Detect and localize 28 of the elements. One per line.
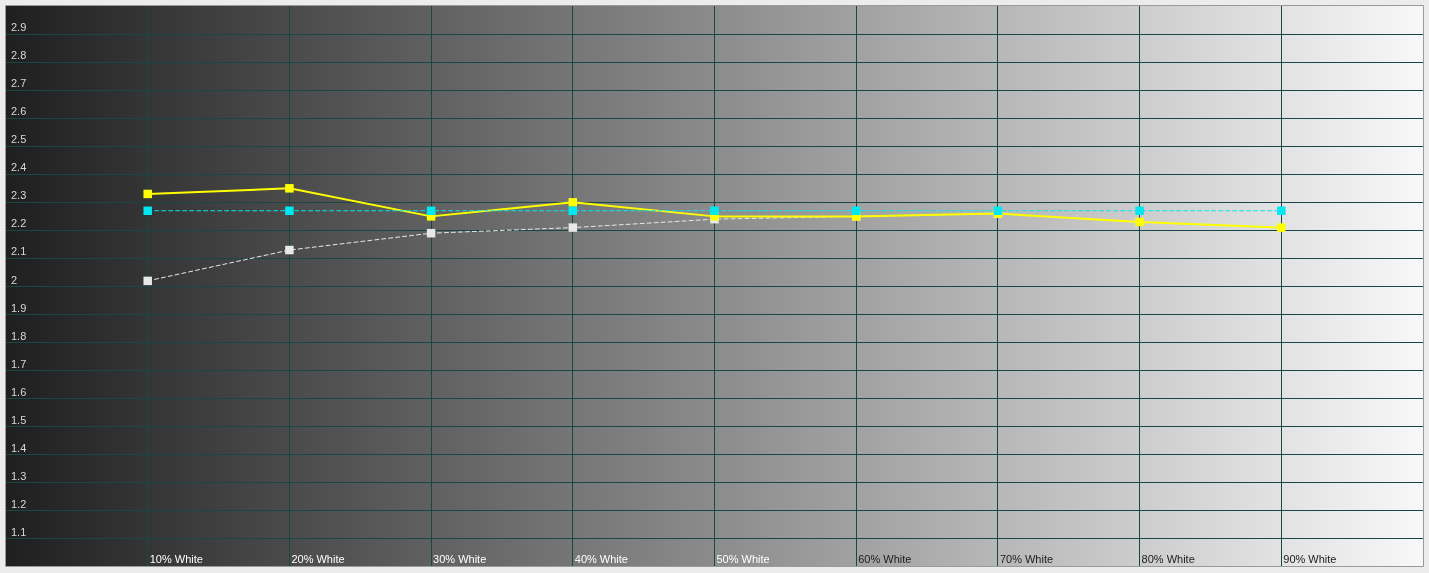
y-tick-label: 2.9 [11, 21, 27, 34]
y-tick-label: 2.3 [11, 189, 27, 202]
y-tick-label: 2.5 [11, 133, 27, 146]
y-tick-label: 1.4 [11, 441, 27, 454]
x-tick-label: 40% White [574, 553, 628, 565]
y-tick-label: 1.5 [11, 413, 27, 426]
x-tick-label: 30% White [433, 553, 487, 565]
x-tick-label: 80% White [1141, 553, 1195, 565]
y-tick-label: 1.7 [11, 357, 27, 370]
x-tick-label: 20% White [291, 553, 345, 565]
x-tick-label: 10% White [149, 553, 203, 565]
y-tick-label: 2 [11, 273, 18, 286]
y-tick-label: 2.2 [11, 217, 27, 230]
x-tick-label: 60% White [858, 553, 912, 565]
y-tick-label: 1.9 [11, 301, 27, 314]
y-tick-label: 1.2 [11, 497, 27, 510]
y-tick-label: 1.3 [11, 469, 27, 482]
y-tick-label: 2.7 [11, 77, 27, 90]
y-tick-label: 1.1 [11, 525, 27, 538]
x-tick-label: 90% White [1283, 553, 1337, 565]
x-tick-label: 70% White [999, 553, 1054, 565]
x-tick-label: 50% White [716, 553, 770, 565]
y-tick-label: 2.8 [11, 49, 27, 62]
y-tick-label: 1.6 [11, 385, 27, 398]
y-tick-label: 1.8 [11, 329, 27, 342]
y-tick-label: 2.6 [11, 105, 27, 118]
y-tick-label: 2.1 [11, 245, 27, 258]
y-tick-label: 2.4 [11, 161, 27, 174]
